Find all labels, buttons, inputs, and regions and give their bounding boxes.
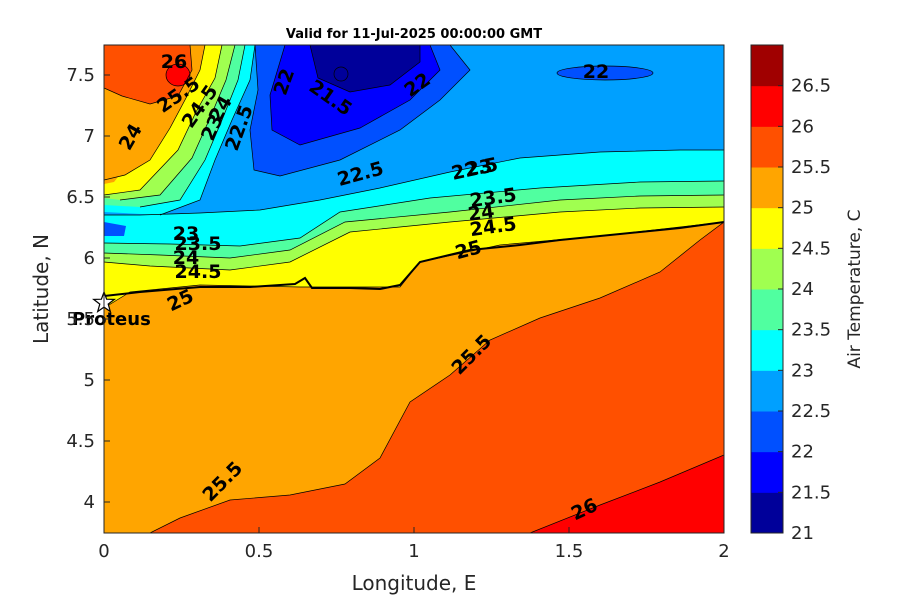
y-tick-label: 6 <box>84 248 95 269</box>
contour-line <box>104 180 724 247</box>
contour-line <box>309 45 421 93</box>
x-axis: 0 0.5 1 1.5 2 Longitude, E <box>98 527 730 595</box>
contour-line <box>249 45 471 177</box>
colorbar-label: Air Temperature, C <box>845 209 865 368</box>
contour-line <box>104 45 193 105</box>
colorbar-segment <box>751 248 783 290</box>
contour-line <box>556 65 654 81</box>
colorbar: Air Temperature, C 21 21.5 22 22.5 23 23.5 24 2… <box>750 44 865 544</box>
band-left-strip <box>104 222 126 236</box>
colorbar-segment <box>751 289 783 331</box>
band-warm-25-5 <box>104 45 192 104</box>
y-axis-label: Latitude, N <box>29 234 53 344</box>
contour-label: 24 <box>467 200 496 225</box>
site-label: Proteus <box>72 309 151 330</box>
contour-line <box>119 45 236 201</box>
colorbar-segment <box>751 492 783 534</box>
colorbar-tick-label: 21 <box>791 523 814 544</box>
contour-line <box>139 45 246 208</box>
contour-label: 24.5 <box>175 261 222 283</box>
colorbar-segment <box>751 329 783 371</box>
contour-label: 23.5 <box>175 233 222 255</box>
colorbar-tick-label: 26 <box>791 116 814 137</box>
contour-line <box>159 45 256 216</box>
y-tick-label: 7.5 <box>66 65 95 86</box>
colorbar-tick-label: 24 <box>791 279 814 300</box>
contour-label: 26 <box>161 51 187 73</box>
contour-label: 23 <box>173 223 199 245</box>
contour-line <box>104 206 724 271</box>
contour-lines <box>104 45 724 533</box>
y-tick-label: 4.5 <box>66 431 95 452</box>
colorbar-segment <box>751 126 783 168</box>
y-tick-label: 4 <box>84 492 95 513</box>
y-tick-label: 5 <box>84 370 95 391</box>
contour-line <box>269 45 441 146</box>
colorbar-segment <box>751 167 783 209</box>
contour-line <box>104 45 206 181</box>
contour-line <box>529 454 724 533</box>
colorbar-segment <box>751 451 783 493</box>
colorbar-tick-label: 24.5 <box>791 238 831 259</box>
contour-line <box>165 63 191 87</box>
x-tick-label: 0.5 <box>245 541 274 562</box>
colorbar-segment <box>751 85 783 127</box>
contour-line <box>104 194 724 259</box>
colorbar-tick-label: 22.5 <box>791 401 831 422</box>
colorbar-tick-label: 21.5 <box>791 482 831 503</box>
colorbar-segment <box>751 45 783 87</box>
colorbar-segment <box>751 207 783 249</box>
colorbar-tick-label: 22 <box>791 442 814 463</box>
band-warm-26 <box>166 64 190 86</box>
x-tick-label: 1.5 <box>555 541 584 562</box>
band-warm-left <box>104 150 122 184</box>
y-axis: 4 4.5 5 5.5 6 6.5 7 7.5 Latitude, N <box>29 65 110 513</box>
contour-label: 23 <box>465 155 494 180</box>
contour-line <box>333 66 349 82</box>
contour-line <box>104 149 724 216</box>
x-tick-label: 0 <box>98 541 109 562</box>
contour-line <box>149 221 724 533</box>
y-tick-label: 6.5 <box>66 187 95 208</box>
band-cold-patch <box>557 66 653 80</box>
colorbar-tick-label: 25 <box>791 198 814 219</box>
band-26 <box>530 455 724 533</box>
x-axis-label: Longitude, E <box>352 571 477 595</box>
contour-label: 22 <box>583 61 609 83</box>
contour-line <box>104 45 223 196</box>
x-tick-label: 2 <box>718 541 729 562</box>
colorbar-tick-label: 23.5 <box>791 320 831 341</box>
colorbar-tick-label: 23 <box>791 360 814 381</box>
colorbar-tick-label: 25.5 <box>791 157 831 178</box>
chart-title: Valid for 11-Jul-2025 00:00:00 GMT <box>286 27 542 42</box>
coastline <box>104 221 724 297</box>
colorbar-segment <box>751 411 783 453</box>
colorbar-tick-label: 26.5 <box>791 76 831 97</box>
x-tick-label: 1 <box>408 541 419 562</box>
colorbar-segment <box>751 370 783 412</box>
contour-label: 24 <box>173 247 199 269</box>
y-tick-label: 5.5 <box>66 309 95 330</box>
y-tick-label: 7 <box>84 126 95 147</box>
